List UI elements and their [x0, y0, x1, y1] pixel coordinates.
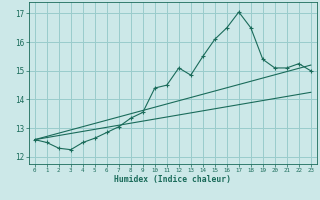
- X-axis label: Humidex (Indice chaleur): Humidex (Indice chaleur): [114, 175, 231, 184]
